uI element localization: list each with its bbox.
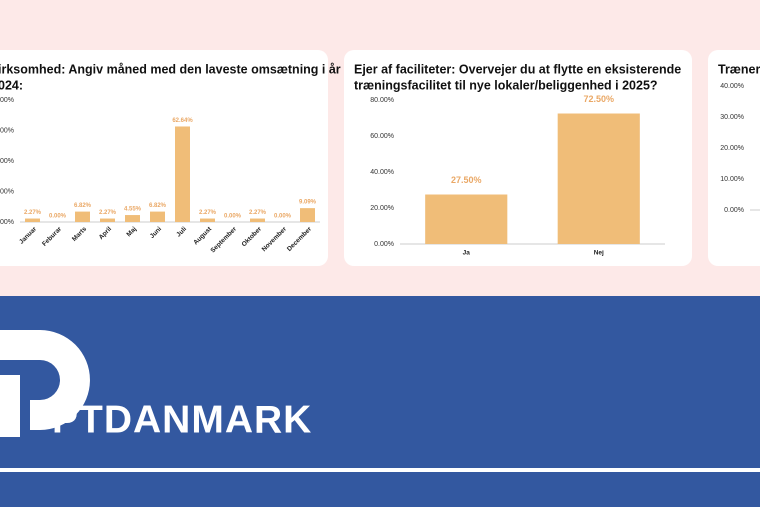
y-tick-label: 80.00% <box>370 97 394 104</box>
chart-title: irksomhed: Angiv måned med den laveste o… <box>0 62 341 76</box>
x-tick-label: Ja <box>463 250 471 257</box>
y-tick-label: 60.00% <box>0 127 14 134</box>
value-label: 0.00% <box>224 214 242 220</box>
chart-title: 024: <box>0 78 23 92</box>
value-label: 2.27% <box>99 210 117 216</box>
value-label: 0.00% <box>274 214 292 220</box>
bar <box>200 218 215 222</box>
card <box>708 50 760 266</box>
y-tick-label: 20.00% <box>0 188 14 195</box>
logo-text: PTDANMARK <box>52 398 312 441</box>
value-label: 6.82% <box>149 203 167 209</box>
stripe <box>0 468 760 472</box>
y-tick-label: 20.00% <box>720 145 744 152</box>
value-label: 9.09% <box>299 200 317 206</box>
bar <box>250 218 265 222</box>
y-tick-label: 10.00% <box>720 176 744 183</box>
x-tick-label: Nej <box>594 250 604 257</box>
y-tick-label: 0.00% <box>374 241 394 248</box>
bar <box>75 211 90 222</box>
y-tick-label: 0.00% <box>0 219 14 226</box>
chart-title: Ejer af faciliteter: Overvejer du at fly… <box>354 62 681 76</box>
y-tick-label: 40.00% <box>720 83 744 90</box>
y-tick-label: 40.00% <box>370 169 394 176</box>
bar <box>175 126 190 222</box>
value-label: 0.00% <box>49 214 67 220</box>
value-label: 4.55% <box>124 207 142 213</box>
value-label: 6.82% <box>74 203 92 209</box>
value-label: 2.27% <box>24 210 42 216</box>
bar <box>125 215 140 222</box>
y-tick-label: 40.00% <box>0 158 14 165</box>
value-label: 2.27% <box>199 210 217 216</box>
value-label: 62.64% <box>172 118 193 124</box>
y-tick-label: 30.00% <box>720 114 744 121</box>
y-tick-label: 20.00% <box>370 205 394 212</box>
logo-mark <box>0 330 90 437</box>
value-label: 2.27% <box>249 210 267 216</box>
value-label: 72.50% <box>583 94 614 104</box>
bar <box>100 218 115 222</box>
bar <box>25 218 40 222</box>
bar <box>300 208 315 222</box>
chart-title: træningsfacilitet til nye lokaler/beligg… <box>354 78 658 92</box>
y-tick-label: 0.00% <box>724 207 744 214</box>
bar <box>150 211 165 222</box>
y-tick-label: 60.00% <box>370 133 394 140</box>
chart-title: Træner <box>718 62 760 76</box>
bar <box>425 194 508 244</box>
value-label: 27.50% <box>451 175 482 185</box>
y-tick-label: 80.00% <box>0 97 14 104</box>
bar <box>557 113 640 244</box>
